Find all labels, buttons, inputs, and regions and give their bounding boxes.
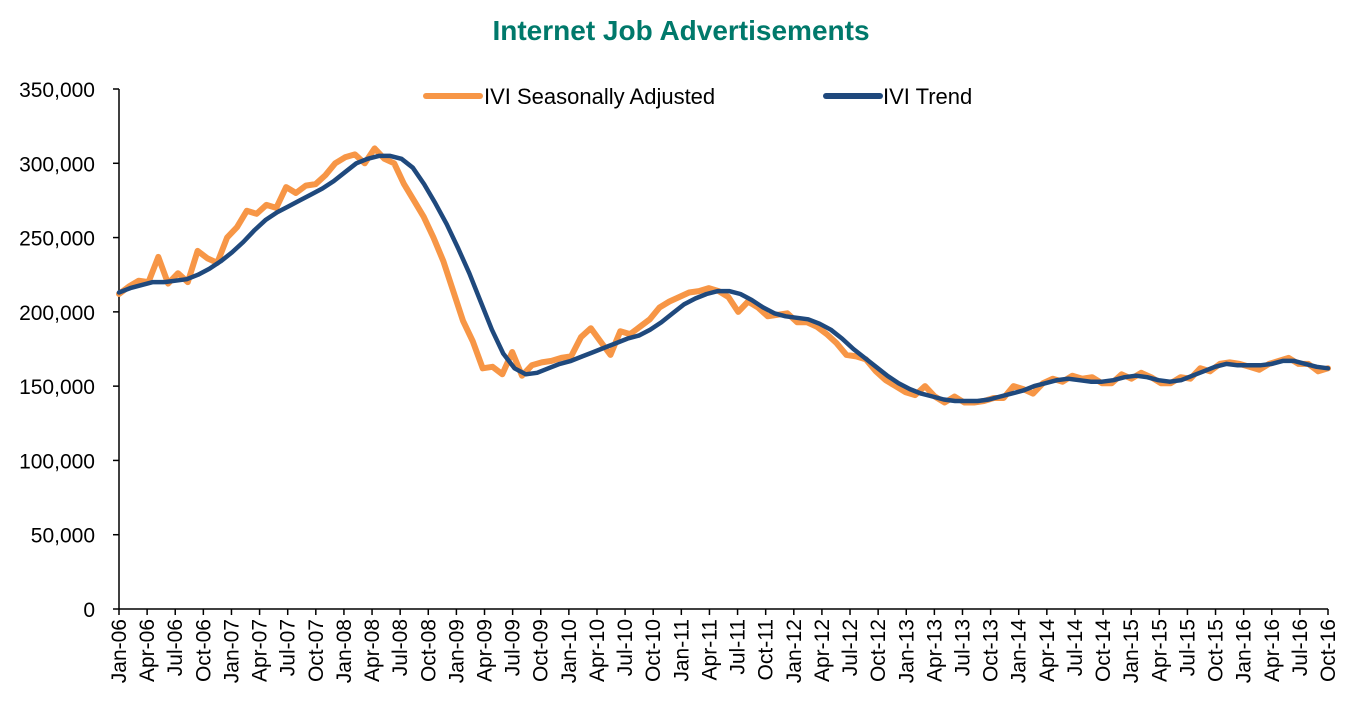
x-tick-label: Oct-09: [530, 619, 553, 682]
x-tick-label: Apr-13: [923, 619, 946, 682]
x-tick-label: Apr-08: [361, 619, 384, 682]
legend-label-seasonally-adjusted: IVI Seasonally Adjusted: [484, 84, 715, 109]
x-tick-label: Jul-06: [164, 619, 187, 676]
x-tick-label: Jan-09: [445, 619, 468, 683]
x-tick-label: Jan-16: [1233, 619, 1256, 683]
x-tick-label: Jan-13: [895, 619, 918, 683]
x-tick-label: Oct-11: [755, 619, 778, 680]
x-tick-label: Jul-07: [277, 619, 300, 676]
x-tick-label: Jul-08: [389, 619, 412, 676]
legend: IVI Seasonally Adjusted IVI Trend: [423, 84, 972, 109]
y-tick-label: 0: [83, 599, 95, 622]
x-axis: Jan-06 Apr-06 Jul-06 Oct-06 Jan-07 Apr-07 Jul-…: [108, 608, 1340, 684]
x-tick-label: Jul-10: [614, 619, 637, 676]
x-tick-label: Jul-12: [839, 619, 862, 676]
x-tick-label: Apr-10: [586, 619, 609, 682]
x-tick-label: Apr-06: [136, 619, 159, 682]
x-tick-label: Jan-11: [670, 619, 693, 682]
x-tick-label: Oct-08: [417, 619, 440, 682]
y-tick-label: 150,000: [19, 376, 95, 399]
x-tick-label: Apr-15: [1148, 619, 1171, 682]
x-tick-label: Oct-16: [1317, 619, 1340, 682]
series-line-trend: [116, 153, 1331, 404]
x-tick-label: Jul-14: [1064, 619, 1087, 677]
y-axis: 0 50,000 100,000 150,000 200,000 250,000 300,0…: [19, 79, 120, 622]
y-tick-label: 350,000: [19, 79, 95, 102]
x-tick-label: Jan-10: [558, 619, 581, 683]
x-tick-label: Apr-14: [1036, 619, 1059, 682]
series-line-seasonally-adjusted: [116, 145, 1331, 406]
y-tick-label: 100,000: [19, 450, 95, 473]
y-tick-label: 300,000: [19, 153, 95, 176]
x-tick-label: Jul-09: [502, 619, 525, 676]
y-tick-label: 250,000: [19, 228, 95, 251]
x-tick-label: Jan-08: [333, 619, 356, 683]
x-tick-label: Apr-12: [811, 619, 834, 682]
x-tick-label: Oct-10: [642, 619, 665, 682]
y-tick-label: 200,000: [19, 302, 95, 325]
x-tick-label: Oct-06: [192, 619, 215, 682]
x-tick-label: Apr-16: [1261, 619, 1284, 682]
x-tick-label: Jul-13: [951, 619, 974, 676]
x-tick-label: Jan-07: [220, 619, 243, 683]
x-tick-label: Oct-13: [980, 619, 1003, 682]
x-tick-label: Jan-12: [783, 619, 806, 683]
x-tick-label: Oct-14: [1092, 619, 1115, 682]
x-tick-label: Jul-16: [1289, 619, 1312, 676]
x-tick-label: Apr-11: [698, 619, 721, 680]
x-tick-label: Jul-15: [1176, 619, 1199, 676]
x-tick-label: Oct-15: [1205, 619, 1228, 682]
x-tick-label: Jan-06: [108, 619, 131, 683]
x-tick-label: Apr-09: [474, 619, 497, 682]
legend-label-trend: IVI Trend: [883, 84, 972, 109]
x-tick-label: Jan-14: [1008, 619, 1031, 684]
plot-area: [116, 145, 1331, 406]
chart-title: Internet Job Advertisements: [492, 15, 869, 46]
x-tick-label: Oct-07: [305, 619, 328, 682]
x-tick-label: Jul-11: [727, 619, 750, 675]
y-tick-label: 50,000: [31, 525, 95, 548]
x-tick-label: Oct-12: [867, 619, 890, 682]
x-tick-label: Jan-15: [1120, 619, 1143, 683]
x-tick-label: Apr-07: [249, 619, 272, 682]
